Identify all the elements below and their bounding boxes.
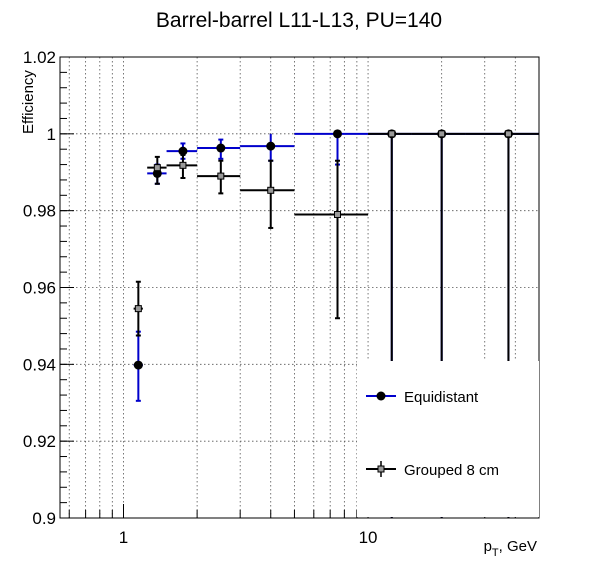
- data-point: [411, 130, 466, 518]
- x-axis-title-suffix: , GeV: [499, 538, 537, 555]
- data-series: [133, 129, 539, 518]
- marker-square: [334, 211, 342, 219]
- marker-square: [388, 130, 396, 138]
- y-tick-label: 0.92: [23, 432, 56, 451]
- data-point: [133, 330, 143, 402]
- x-axis-title-main: p: [484, 538, 492, 555]
- marker-circle: [266, 141, 276, 151]
- tick-labels: 0.9 0.92 0.94 0.96 0.98 1 1.02 1 10: [23, 48, 378, 547]
- marker-circle: [333, 129, 343, 139]
- data-point: [147, 155, 167, 185]
- y-tick-label: 1: [47, 125, 56, 144]
- data-point: [294, 129, 369, 166]
- data-point: [166, 153, 198, 180]
- x-tick-label: 1: [119, 528, 128, 547]
- legend-entry-equidistant: Equidistant: [366, 389, 479, 406]
- legend-marker-equidistant: [376, 391, 386, 401]
- y-tick-label: 1.02: [23, 48, 56, 67]
- data-point: [240, 159, 295, 229]
- legend-entry-grouped: Grouped 8 cm: [366, 461, 499, 479]
- legend: Equidistant Grouped 8 cm: [357, 361, 539, 517]
- legend-box: [357, 361, 539, 517]
- y-tick-label: 0.96: [23, 279, 56, 298]
- marker-square: [179, 161, 187, 169]
- marker-square: [217, 172, 225, 180]
- data-point: [465, 130, 539, 518]
- marker-circle: [216, 143, 226, 153]
- legend-marker-grouped: [377, 465, 385, 473]
- x-tick-label: 10: [359, 528, 378, 547]
- data-point: [368, 130, 412, 518]
- marker-circle: [178, 146, 188, 156]
- marker-square: [153, 164, 161, 172]
- marker-square: [438, 130, 446, 138]
- y-tick-label: 0.9: [32, 509, 56, 528]
- y-tick-label: 0.98: [23, 202, 56, 221]
- chart-title: Barrel-barrel L11-L13, PU=140: [156, 9, 442, 32]
- y-axis-title: Efficiency: [20, 70, 37, 134]
- marker-square: [134, 305, 142, 313]
- series-grouped-8cm: [133, 130, 539, 518]
- data-point: [197, 159, 241, 195]
- data-point: [294, 159, 369, 320]
- x-axis-title: pT, GeV: [484, 538, 537, 559]
- legend-label-grouped: Grouped 8 cm: [404, 462, 499, 479]
- y-tick-label: 0.94: [23, 355, 56, 374]
- marker-square: [504, 130, 512, 138]
- data-point: [133, 280, 143, 337]
- marker-square: [267, 186, 275, 194]
- legend-label-equidistant: Equidistant: [404, 389, 479, 406]
- x-axis-title-sub: T: [492, 547, 499, 559]
- data-point: [197, 138, 241, 160]
- marker-circle: [133, 360, 143, 370]
